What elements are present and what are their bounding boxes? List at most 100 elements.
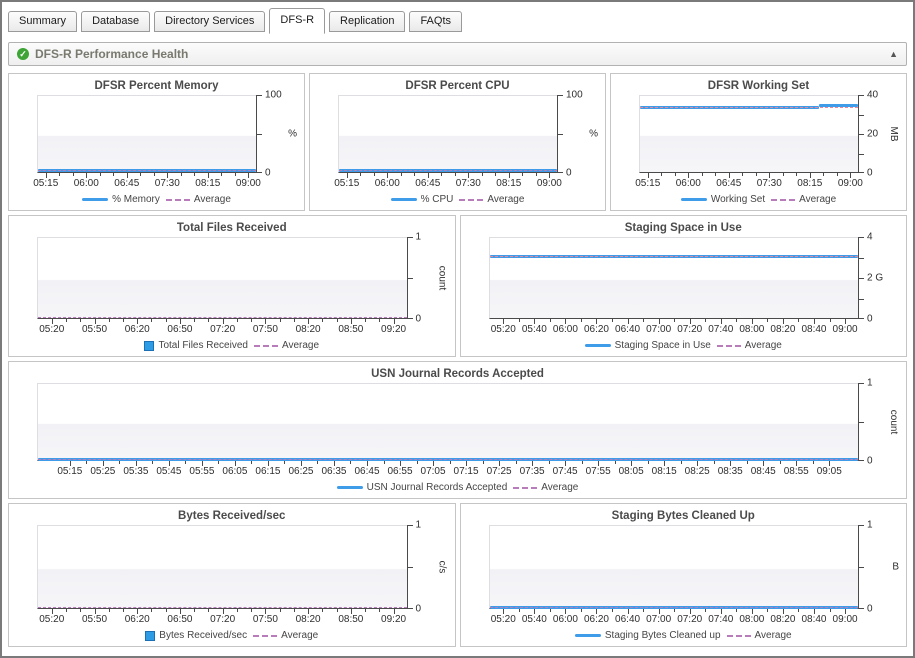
x-label: 07:20 xyxy=(677,324,703,335)
x-tick-major xyxy=(697,461,699,466)
x-tick-major xyxy=(265,609,267,614)
average-line xyxy=(339,170,557,172)
y-tick xyxy=(407,318,413,319)
y-unit-label: % xyxy=(288,128,297,140)
chart-row-2: Total Files Received 05:20 05:50 06:20 06:50… xyxy=(8,215,907,357)
x-labels: 05:20 05:50 06:20 06:50 07:20 07:50 08:20 08:50… xyxy=(37,614,407,627)
x-tick-major xyxy=(565,609,567,614)
x-tick-major xyxy=(308,609,310,614)
x-tick-major xyxy=(647,173,649,178)
x-tick-minor xyxy=(823,173,825,176)
x-tick-minor xyxy=(647,461,649,464)
tab-dfs-r[interactable]: DFS-R xyxy=(269,8,326,34)
chart-panel-total-files-received: Total Files Received 05:20 05:50 06:20 06:50… xyxy=(8,215,456,357)
x-tick-minor xyxy=(251,319,253,322)
x-tick-minor xyxy=(680,461,682,464)
x-tick-major xyxy=(813,319,815,324)
x-label: 08:55 xyxy=(783,466,809,477)
x-tick-minor xyxy=(674,319,676,322)
legend-label: % Memory xyxy=(112,194,160,205)
legend-label: Average xyxy=(744,340,782,351)
x-tick-minor xyxy=(767,319,769,322)
x-tick-minor xyxy=(86,461,88,464)
section-header[interactable]: ✓ DFS-R Performance Health ▲ xyxy=(8,42,907,66)
plot-area xyxy=(37,237,407,319)
x-tick-major xyxy=(433,461,435,466)
x-tick-minor xyxy=(755,173,757,176)
x-tick-minor xyxy=(322,319,324,322)
x-tick-major xyxy=(94,609,96,614)
x-label: 08:15 xyxy=(496,178,522,189)
x-label: 06:25 xyxy=(288,466,314,477)
x-tick-minor xyxy=(829,609,831,612)
chart-panel-staging-space-in-use: Staging Space in Use 05:20 05:40 06:00 06:20… xyxy=(459,215,907,357)
x-tick-major xyxy=(300,461,302,466)
x-label: 09:00 xyxy=(837,178,863,189)
x-tick-minor xyxy=(829,319,831,322)
x-tick-major xyxy=(769,173,771,178)
legend-label: Average xyxy=(799,194,837,205)
plot-area xyxy=(338,95,557,173)
x-tick-minor xyxy=(66,609,68,612)
x-tick-major xyxy=(207,173,209,178)
x-tick-minor xyxy=(80,319,82,322)
x-tick-minor xyxy=(580,319,582,322)
legend-dash-swatch-icon xyxy=(253,344,278,347)
x-tick-major xyxy=(400,461,402,466)
x-tick-minor xyxy=(293,609,295,612)
x-tick-major xyxy=(730,461,732,466)
tab-database[interactable]: Database xyxy=(81,11,151,32)
x-tick-major xyxy=(350,319,352,324)
x-tick-major xyxy=(850,173,852,178)
tab-summary[interactable]: Summary xyxy=(8,11,78,32)
x-tick-major xyxy=(689,319,691,324)
x-label: 06:55 xyxy=(387,466,413,477)
x-label: 08:20 xyxy=(770,614,796,625)
plot-area xyxy=(488,525,858,610)
x-tick-major xyxy=(265,319,267,324)
x-tick-minor xyxy=(208,319,210,322)
x-tick-minor xyxy=(495,173,497,176)
x-label: 07:55 xyxy=(585,466,611,477)
x-label: 07:20 xyxy=(210,324,236,335)
tab-faqts[interactable]: FAQts xyxy=(409,11,462,32)
x-label: 09:00 xyxy=(832,324,858,335)
x-axis xyxy=(639,173,858,178)
legend-label: Average xyxy=(281,340,320,351)
legend-line-swatch-icon xyxy=(336,486,363,489)
legend-dash-swatch-icon xyxy=(165,198,190,201)
tab-replication[interactable]: Replication xyxy=(329,11,406,32)
x-tick-major xyxy=(86,173,88,178)
x-tick-minor xyxy=(549,319,551,322)
y-unit-label: count xyxy=(888,409,899,435)
chart-title: DFSR Working Set xyxy=(707,80,810,92)
x-label: 06:20 xyxy=(124,614,150,625)
collapse-up-triangle-icon[interactable]: ▲ xyxy=(889,49,898,59)
x-tick-major xyxy=(267,461,269,466)
legend-line-swatch-icon xyxy=(390,198,417,201)
x-axis xyxy=(489,319,859,324)
y-unit-label: % xyxy=(589,128,598,140)
x-tick-major xyxy=(503,319,505,324)
chart-body: 05:20 05:40 06:00 06:20 06:40 07:00 07:20 07:40… xyxy=(467,520,901,627)
x-tick-major xyxy=(137,319,139,324)
y-tick xyxy=(859,422,864,423)
x-tick-minor xyxy=(151,609,153,612)
x-axis xyxy=(37,461,858,466)
y-axis-column: 0 100% xyxy=(256,90,298,191)
tab-directory-services[interactable]: Directory Services xyxy=(154,11,266,32)
x-tick-minor xyxy=(194,173,196,176)
x-tick-major xyxy=(813,609,815,614)
x-label: 09:05 xyxy=(816,466,842,477)
x-label: 07:00 xyxy=(646,324,672,335)
x-tick-minor xyxy=(279,319,281,322)
y-tick xyxy=(407,567,413,568)
legend-dash-swatch-icon xyxy=(716,344,741,347)
x-label: 05:35 xyxy=(123,466,149,477)
x-labels: 05:20 05:40 06:00 06:20 06:40 07:00 07:20 07:40… xyxy=(489,324,859,337)
x-label: 07:50 xyxy=(252,614,278,625)
x-tick-minor xyxy=(350,461,352,464)
average-line xyxy=(38,317,407,319)
y-tick xyxy=(407,237,413,238)
y-tick-label: 40 xyxy=(867,89,879,101)
